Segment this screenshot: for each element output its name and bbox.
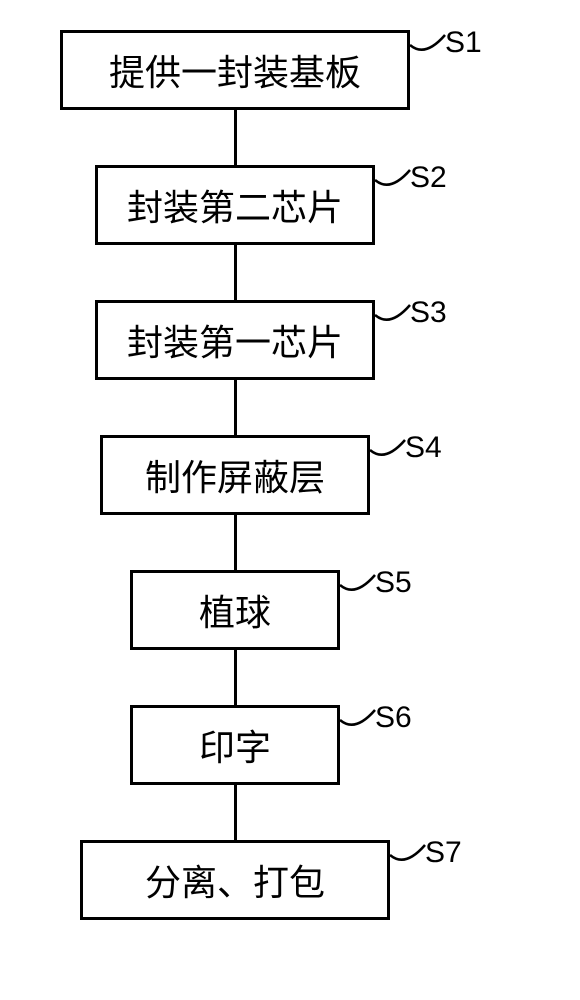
step-box-s1: 提供一封装基板 — [60, 30, 410, 110]
step-label-s2: S2 — [410, 161, 447, 195]
step-label-s4: S4 — [405, 431, 442, 465]
label-curve-icon — [375, 300, 415, 330]
step-box-s6: 印字 — [130, 705, 340, 785]
label-curve-icon — [340, 705, 380, 735]
step-label-s5: S5 — [375, 566, 412, 600]
step-label-s6: S6 — [375, 701, 412, 735]
label-curve-icon — [410, 30, 450, 60]
connector — [234, 515, 237, 570]
connector — [234, 380, 237, 435]
label-curve-icon — [340, 570, 380, 600]
connector — [234, 785, 237, 840]
step-text: 提供一封装基板 — [109, 44, 361, 96]
step-box-s5: 植球 — [130, 570, 340, 650]
step-text: 制作屏蔽层 — [145, 449, 325, 501]
label-curve-icon — [375, 165, 415, 195]
step-label-s1: S1 — [445, 26, 482, 60]
step-text: 封装第二芯片 — [127, 179, 343, 231]
connector — [234, 110, 237, 165]
step-box-s3: 封装第一芯片 — [95, 300, 375, 380]
step-text: 印字 — [199, 719, 271, 771]
step-box-s4: 制作屏蔽层 — [100, 435, 370, 515]
connector — [234, 650, 237, 705]
step-label-s3: S3 — [410, 296, 447, 330]
step-text: 封装第一芯片 — [127, 314, 343, 366]
step-label-s7: S7 — [425, 836, 462, 870]
step-box-s7: 分离、打包 — [80, 840, 390, 920]
flowchart-container: 提供一封装基板 S1 封装第二芯片 S2 封装第一芯片 S3 制作屏蔽层 S4 … — [0, 0, 580, 1000]
step-text: 植球 — [199, 584, 271, 636]
step-box-s2: 封装第二芯片 — [95, 165, 375, 245]
label-curve-icon — [390, 840, 430, 870]
connector — [234, 245, 237, 300]
label-curve-icon — [370, 435, 410, 465]
step-text: 分离、打包 — [145, 854, 325, 906]
